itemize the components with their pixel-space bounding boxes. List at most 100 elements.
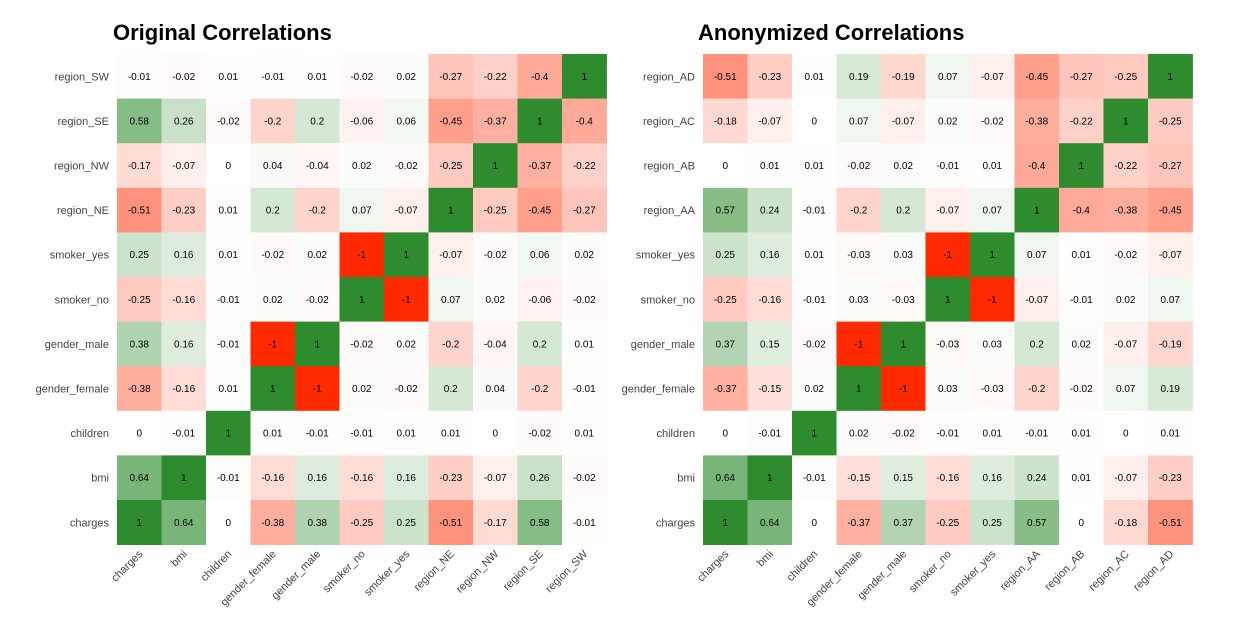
cell-value-label: 0.02	[805, 384, 825, 395]
cell-value-label: -0.51	[1159, 518, 1182, 529]
cell-value-label: -0.07	[981, 72, 1004, 83]
cell-value-label: -0.01	[573, 384, 596, 395]
cell-value-label: -0.01	[803, 206, 826, 217]
cell-value-label: 1	[722, 518, 728, 529]
cell-value-label: -0.02	[573, 295, 596, 306]
y-tick-label: charges	[70, 517, 110, 529]
heatmap-cell	[473, 54, 518, 99]
cell-value-label: -0.01	[758, 429, 781, 440]
cell-value-label: 0.01	[805, 161, 825, 172]
heatmap-cell	[117, 277, 162, 322]
heatmap-cell	[881, 455, 926, 501]
cell-value-label: 0.02	[352, 161, 372, 172]
cell-value-label: 0.25	[983, 518, 1003, 529]
heatmap-cell	[1014, 500, 1060, 545]
cell-value-label: -0.07	[172, 161, 195, 172]
heatmap-cell	[206, 98, 251, 144]
heatmap-cell	[161, 54, 207, 99]
heatmap-cell	[562, 410, 607, 456]
heatmap-cell	[881, 54, 926, 99]
heatmap-cell	[161, 500, 207, 545]
heatmap-cell	[117, 232, 162, 278]
y-tick-label: bmi	[677, 473, 695, 485]
heatmap-cell	[747, 500, 793, 545]
cell-value-label: -0.01	[306, 429, 329, 440]
cell-value-label: -1	[988, 295, 997, 306]
heatmap-cell	[562, 321, 607, 367]
cell-value-label: -0.45	[528, 206, 551, 217]
heatmap-cell	[1103, 410, 1149, 456]
heatmap-cell	[161, 366, 207, 412]
heatmap-cell	[117, 500, 162, 545]
cell-value-label: -0.04	[306, 161, 329, 172]
x-tick-label: charges	[109, 548, 146, 585]
cell-value-label: 0.2	[444, 384, 458, 395]
heatmap-cell	[339, 98, 385, 144]
cell-value-label: -0.01	[803, 473, 826, 484]
heatmap-cell	[517, 54, 563, 99]
heatmap-cell	[1014, 98, 1060, 144]
cell-value-label: -0.18	[714, 116, 737, 127]
cell-value-label: 0.38	[130, 339, 150, 350]
cell-value-label: 0.01	[805, 250, 825, 261]
cell-value-label: 0.16	[397, 473, 417, 484]
heatmap-cell	[1059, 500, 1104, 545]
heatmap-cell	[1148, 410, 1193, 456]
cell-value-label: 0.02	[1072, 339, 1092, 350]
heatmap-cell	[970, 321, 1015, 367]
heatmap-cell	[562, 500, 607, 545]
heatmap-cell	[836, 277, 882, 322]
heatmap-cell	[206, 321, 251, 367]
heatmap-cell	[703, 232, 748, 278]
cell-value-label: 0.07	[441, 295, 461, 306]
cell-value-label: 1	[989, 250, 995, 261]
cell-value-label: 0.02	[397, 72, 417, 83]
heatmap-cell	[1103, 366, 1149, 412]
cell-value-label: 0.01	[983, 161, 1003, 172]
cell-value-label: -1	[313, 384, 322, 395]
cell-value-label: -0.07	[758, 116, 781, 127]
heatmap-cell	[473, 500, 518, 545]
heatmap-cell	[339, 410, 385, 456]
cell-value-label: -0.17	[484, 518, 507, 529]
cell-value-label: -0.2	[264, 116, 282, 127]
heatmap-cell	[250, 98, 296, 144]
heatmap-cell	[295, 54, 340, 99]
cell-value-label: -0.45	[439, 116, 462, 127]
cell-value-label: 0.07	[849, 116, 869, 127]
heatmap-cell	[792, 277, 837, 322]
cell-value-label: -0.03	[981, 384, 1004, 395]
y-tick-label: bmi	[91, 473, 109, 485]
heatmap-cell	[747, 232, 793, 278]
cell-value-label: -0.25	[714, 295, 737, 306]
cell-value-label: -0.23	[1159, 473, 1182, 484]
heatmap-cell	[1014, 410, 1060, 456]
cell-value-label: -0.02	[395, 384, 418, 395]
cell-value-label: 0.38	[308, 518, 328, 529]
cell-value-label: 1	[767, 473, 773, 484]
heatmap-cell	[1148, 143, 1193, 189]
cell-value-label: -0.02	[1114, 250, 1137, 261]
heatmap-cell	[881, 500, 926, 545]
x-tick-label: region_AB	[1043, 548, 1088, 593]
heatmap-cell	[925, 366, 971, 412]
cell-value-label: -0.22	[573, 161, 596, 172]
cell-value-label: 0.58	[530, 518, 550, 529]
cell-value-label: 0.2	[266, 206, 280, 217]
cell-value-label: 0.2	[310, 116, 324, 127]
heatmap-cell	[703, 366, 748, 412]
cell-value-label: -0.01	[128, 72, 151, 83]
heatmap-cell	[295, 277, 340, 322]
cell-value-label: -0.01	[1025, 429, 1048, 440]
y-tick-label: charges	[656, 517, 696, 529]
heatmap-cell	[517, 277, 563, 322]
heatmap-cell	[250, 187, 296, 233]
heatmap-cell	[792, 410, 837, 456]
cell-value-label: -0.07	[892, 116, 915, 127]
heatmap-cell	[1014, 232, 1060, 278]
heatmap-cell	[117, 366, 162, 412]
cell-value-label: 0.19	[849, 72, 869, 83]
y-tick-label: region_SE	[58, 116, 109, 128]
y-tick-label: region_NW	[54, 161, 110, 173]
cell-value-label: 0.2	[896, 206, 910, 217]
